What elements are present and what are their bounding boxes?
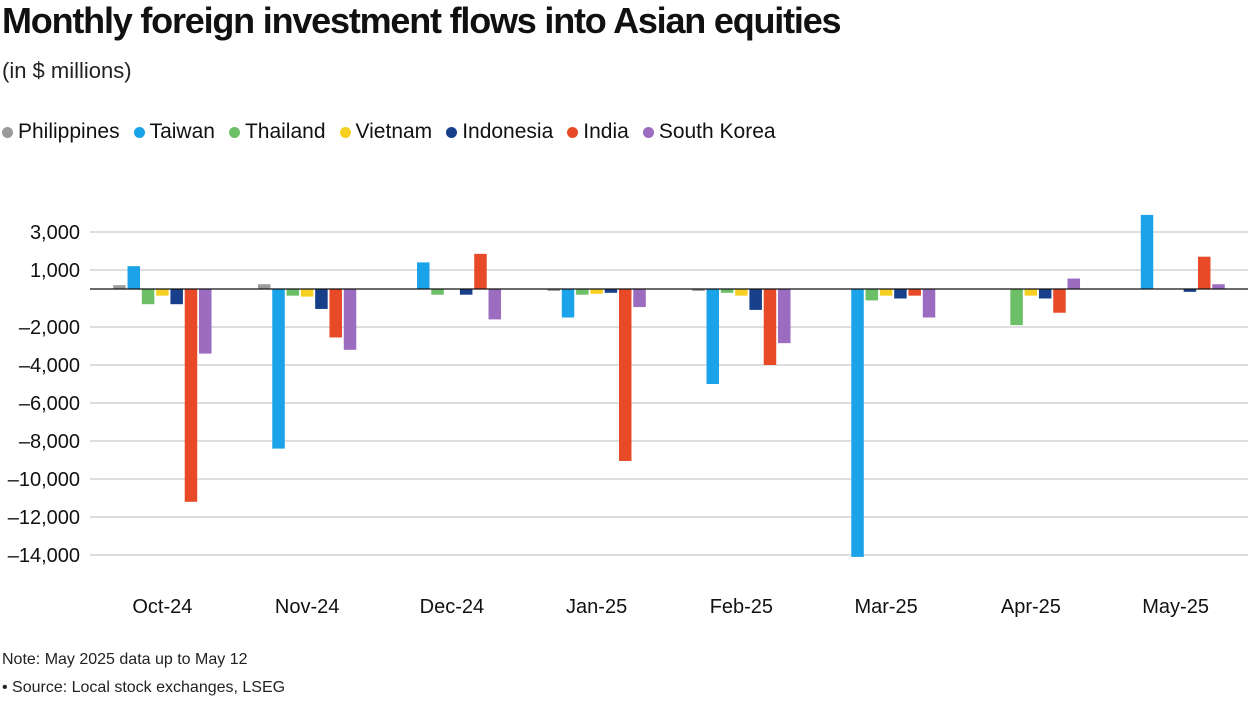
- bar-south-korea-mar-25: [922, 289, 936, 318]
- bar-south-korea-apr-25: [1067, 278, 1081, 289]
- bar-vietnam-feb-25: [735, 289, 748, 296]
- bar-philippines-oct-24: [113, 285, 126, 289]
- legend-label: India: [583, 120, 629, 143]
- legend-label: Philippines: [18, 120, 120, 143]
- legend-swatch: [228, 126, 240, 138]
- bar-taiwan-dec-24: [417, 262, 430, 289]
- bar-thailand-mar-25: [865, 289, 879, 301]
- bar-vietnam-mar-25: [879, 289, 893, 296]
- bar-taiwan-mar-25: [851, 289, 864, 557]
- legend-swatch: [642, 126, 654, 138]
- bar-thailand-apr-25: [1010, 289, 1023, 326]
- legend-swatch: [133, 126, 145, 138]
- legend-item-taiwan: Taiwan: [133, 120, 215, 144]
- bar-vietnam-apr-25: [1024, 289, 1038, 296]
- bar-india-feb-25: [763, 289, 777, 365]
- chart-source: • Source: Local stock exchanges, LSEG: [2, 679, 286, 696]
- bar-vietnam-jan-25: [590, 289, 603, 294]
- legend-swatch: [2, 126, 13, 138]
- bar-indonesia-mar-25: [894, 289, 907, 299]
- y-tick-label: –4,000: [19, 355, 80, 377]
- y-tick-label: –2,000: [19, 317, 80, 339]
- bar-philippines-feb-25: [692, 289, 705, 291]
- chart-subtitle: (in $ millions): [2, 58, 132, 83]
- bar-south-korea-nov-24: [343, 289, 357, 350]
- legend-label: Indonesia: [462, 120, 554, 143]
- bar-indonesia-jan-25: [604, 289, 618, 293]
- bar-indonesia-feb-25: [749, 289, 762, 310]
- legend-label: South Korea: [658, 120, 776, 143]
- bar-india-nov-24: [329, 289, 342, 338]
- bar-thailand-dec-24: [431, 289, 444, 295]
- legend-swatch: [446, 126, 458, 138]
- legend-swatch: [339, 126, 351, 138]
- x-tick-label: Dec-24: [420, 596, 484, 618]
- bar-taiwan-jan-25: [561, 289, 575, 318]
- bar-india-may-25: [1197, 256, 1211, 289]
- legend-label: Vietnam: [355, 120, 433, 143]
- bar-india-dec-24: [474, 253, 487, 289]
- bar-taiwan-nov-24: [272, 289, 285, 449]
- x-tick-label: Oct-24: [132, 596, 192, 618]
- bar-india-oct-24: [184, 289, 198, 502]
- bar-taiwan-may-25: [1140, 214, 1154, 289]
- bar-south-korea-dec-24: [488, 289, 502, 320]
- legend-item-south-korea: South Korea: [642, 120, 776, 144]
- y-tick-label: 3,000: [30, 222, 80, 244]
- bar-south-korea-oct-24: [199, 289, 212, 354]
- bar-taiwan-oct-24: [127, 266, 141, 289]
- x-tick-label: Jan-25: [566, 596, 627, 618]
- bar-indonesia-nov-24: [315, 289, 328, 309]
- legend-item-thailand: Thailand: [228, 120, 326, 144]
- chart-title: Monthly foreign investment flows into As…: [2, 0, 842, 41]
- legend-label: Taiwan: [149, 120, 215, 143]
- legend-item-indonesia: Indonesia: [446, 120, 553, 144]
- bar-taiwan-feb-25: [706, 289, 720, 384]
- y-tick-label: –8,000: [19, 431, 80, 453]
- y-tick-label: –12,000: [8, 507, 80, 529]
- x-tick-label: Apr-25: [1001, 596, 1061, 618]
- bar-south-korea-feb-25: [778, 289, 791, 344]
- bar-thailand-oct-24: [141, 289, 155, 305]
- x-tick-label: May-25: [1142, 596, 1209, 618]
- x-tick-label: Nov-24: [275, 596, 339, 618]
- bar-south-korea-may-25: [1212, 284, 1225, 289]
- y-tick-label: –6,000: [19, 393, 80, 415]
- bar-philippines-nov-24: [257, 284, 271, 289]
- chart-note: Note: May 2025 data up to May 12: [2, 651, 248, 668]
- chart-legend: Philippines Taiwan Thailand Vietnam Indonesi…: [2, 120, 790, 144]
- bar-thailand-nov-24: [286, 289, 300, 296]
- legend-item-philippines: Philippines: [2, 120, 120, 144]
- x-tick-label: Mar-25: [854, 596, 917, 618]
- bar-india-apr-25: [1053, 289, 1066, 313]
- bar-philippines-jan-25: [547, 289, 560, 291]
- y-tick-label: –10,000: [8, 469, 80, 491]
- legend-label: Thailand: [244, 120, 326, 143]
- bar-thailand-jan-25: [576, 289, 589, 295]
- y-tick-label: –14,000: [8, 545, 80, 567]
- legend-item-india: India: [567, 120, 629, 144]
- legend-swatch: [567, 126, 579, 138]
- legend-item-vietnam: Vietnam: [339, 120, 433, 144]
- bar-thailand-feb-25: [720, 289, 734, 293]
- bar-indonesia-oct-24: [170, 289, 183, 305]
- bar-vietnam-oct-24: [156, 289, 169, 296]
- bar-india-mar-25: [908, 289, 921, 296]
- bar-vietnam-nov-24: [300, 289, 314, 297]
- bar-indonesia-dec-24: [459, 289, 473, 295]
- bar-indonesia-may-25: [1183, 289, 1197, 292]
- y-tick-label: 1,000: [30, 260, 80, 282]
- bar-india-jan-25: [618, 289, 632, 461]
- bar-indonesia-apr-25: [1038, 289, 1052, 299]
- x-tick-label: Feb-25: [710, 596, 773, 618]
- bar-south-korea-jan-25: [633, 289, 646, 308]
